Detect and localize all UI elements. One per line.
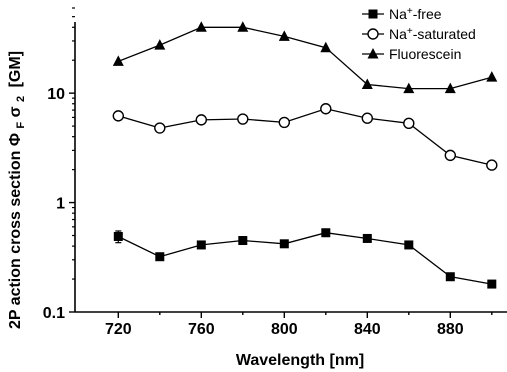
y-tick-label: 10 — [47, 86, 65, 103]
legend-marker-2 — [367, 48, 379, 59]
data-point-2 — [278, 30, 290, 41]
data-point-1 — [486, 159, 498, 171]
legend-label-0: Na+-free — [389, 6, 442, 22]
data-point-1 — [278, 116, 290, 129]
data-point-2 — [486, 71, 498, 82]
series-line-1 — [118, 108, 492, 166]
axes: 720 760 800 840 880 0.1 1 10 — [43, 7, 507, 338]
y-axis-title-phi-sub: F — [15, 122, 27, 129]
data-point-1 — [237, 113, 249, 125]
x-tick-label: 760 — [188, 321, 215, 338]
legend: Na+-free Na+-saturated Fluorescein — [362, 6, 476, 62]
legend-label-2: Fluorescein — [389, 46, 461, 62]
y-tick-label: 0.1 — [43, 305, 65, 322]
y-tick-label: 1 — [56, 196, 65, 213]
data-point-2 — [320, 41, 332, 53]
y-axis-title-sigma-sub: 2 — [15, 96, 27, 102]
y-axis-title-text: 2P action cross section — [7, 151, 24, 329]
data-point-0 — [113, 231, 123, 241]
x-tick-label: 800 — [271, 321, 298, 338]
data-point-1 — [154, 122, 166, 134]
y-axis-title-unit: [GM] — [7, 51, 24, 87]
series-markers — [112, 21, 498, 289]
data-point-2 — [237, 21, 249, 32]
data-point-2 — [361, 78, 373, 89]
data-point-0 — [321, 228, 331, 238]
data-point-1 — [195, 114, 208, 126]
data-point-2 — [195, 21, 207, 32]
data-point-0 — [279, 239, 289, 249]
legend-marker-0 — [368, 9, 378, 19]
y-axis-title-phi: Φ — [7, 133, 24, 146]
data-point-2 — [112, 55, 124, 66]
series-lines — [118, 26, 492, 285]
legend-marker-1 — [367, 28, 379, 40]
data-point-0 — [445, 272, 455, 282]
data-point-1 — [320, 103, 332, 115]
data-point-2 — [154, 39, 166, 50]
data-point-0 — [487, 279, 497, 289]
data-point-2 — [403, 82, 415, 94]
series-line-0 — [118, 232, 492, 285]
x-axis-title: Wavelength [nm] — [236, 352, 364, 369]
x-tick-label: 720 — [105, 321, 132, 338]
x-tick-label: 840 — [354, 321, 381, 338]
series-line-2 — [118, 26, 492, 90]
x-tick-label: 880 — [437, 321, 464, 338]
data-point-0 — [404, 240, 414, 250]
data-point-1 — [403, 117, 415, 130]
data-point-0 — [238, 236, 248, 246]
y-axis-title-sigma: σ — [7, 106, 24, 117]
data-point-0 — [362, 233, 372, 243]
legend-label-1: Na+-saturated — [389, 26, 476, 42]
data-point-1 — [361, 112, 373, 124]
data-point-2 — [444, 82, 456, 94]
y-axis-title: 2P action cross section Φ F σ 2 [GM] — [7, 51, 28, 329]
data-point-1 — [112, 110, 125, 122]
data-point-1 — [444, 149, 456, 162]
data-point-0 — [196, 240, 206, 250]
data-point-0 — [155, 252, 165, 262]
